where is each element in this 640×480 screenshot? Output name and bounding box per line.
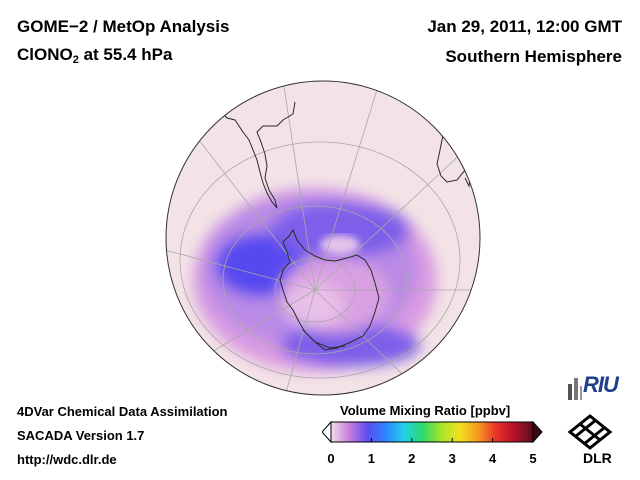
species-suffix: at 55.4 hPa: [78, 45, 173, 64]
ross-ice-shelf-coast: [302, 329, 346, 349]
latitude-line-60s: [222, 205, 408, 355]
riu-logo-text: RIU: [583, 372, 619, 397]
colorbar-tick-label: 2: [408, 451, 416, 466]
footer-method: 4DVar Chemical Data Assimilation: [17, 404, 228, 419]
species-prefix: ClONO: [17, 45, 73, 64]
colorbar-over-arrow: [532, 421, 543, 443]
new-zealand-coast: [206, 361, 226, 381]
colorbar-gradient: [330, 421, 534, 443]
colorbar-under-arrow: [322, 421, 332, 443]
field-peak-north: [270, 202, 410, 258]
footer-version: SACADA Version 1.7: [17, 428, 145, 443]
field-low-patch: [320, 235, 360, 255]
colorbar-tick-label: 4: [488, 451, 497, 466]
colorbar-tick-label: 3: [448, 451, 456, 466]
colorbar-tick-label: 0: [327, 451, 335, 466]
south-america-coast: [219, 101, 296, 209]
meridian: [194, 134, 316, 291]
dlr-logo-text: DLR: [583, 450, 612, 466]
analysis-datetime: Jan 29, 2011, 12:00 GMT: [427, 17, 622, 36]
latitude-line-40s: [179, 141, 461, 379]
dlr-logo-icon: [567, 414, 613, 450]
species-subscript: 2: [72, 54, 79, 66]
field-low-pole: [285, 283, 345, 327]
colorbar-tick-label: 1: [367, 451, 375, 466]
meridian: [314, 81, 381, 291]
meridian: [166, 249, 316, 291]
riu-logo-icon: [568, 378, 582, 400]
globe-outline: [165, 80, 481, 396]
concentration-field: [193, 188, 437, 372]
colorbar-tick-label: 5: [529, 451, 537, 466]
southern-hemisphere-globe: [165, 80, 481, 396]
colorbar: [322, 421, 543, 443]
meridian: [282, 81, 316, 291]
map-title: GOME−2 / MetOp Analysis: [17, 17, 230, 36]
colorbar-tick-marks: [330, 438, 534, 442]
region-label: Southern Hemisphere: [445, 47, 622, 66]
colorbar-title: Volume Mixing Ratio [ppbv]: [340, 403, 511, 418]
species-level-label: ClONO2 at 55.4 hPa: [17, 45, 172, 66]
meridian: [284, 289, 316, 395]
antarctic-peninsula-coast: [279, 228, 380, 351]
field-peak-south: [280, 323, 420, 367]
footer-url[interactable]: http://wdc.dlr.de: [17, 452, 117, 467]
